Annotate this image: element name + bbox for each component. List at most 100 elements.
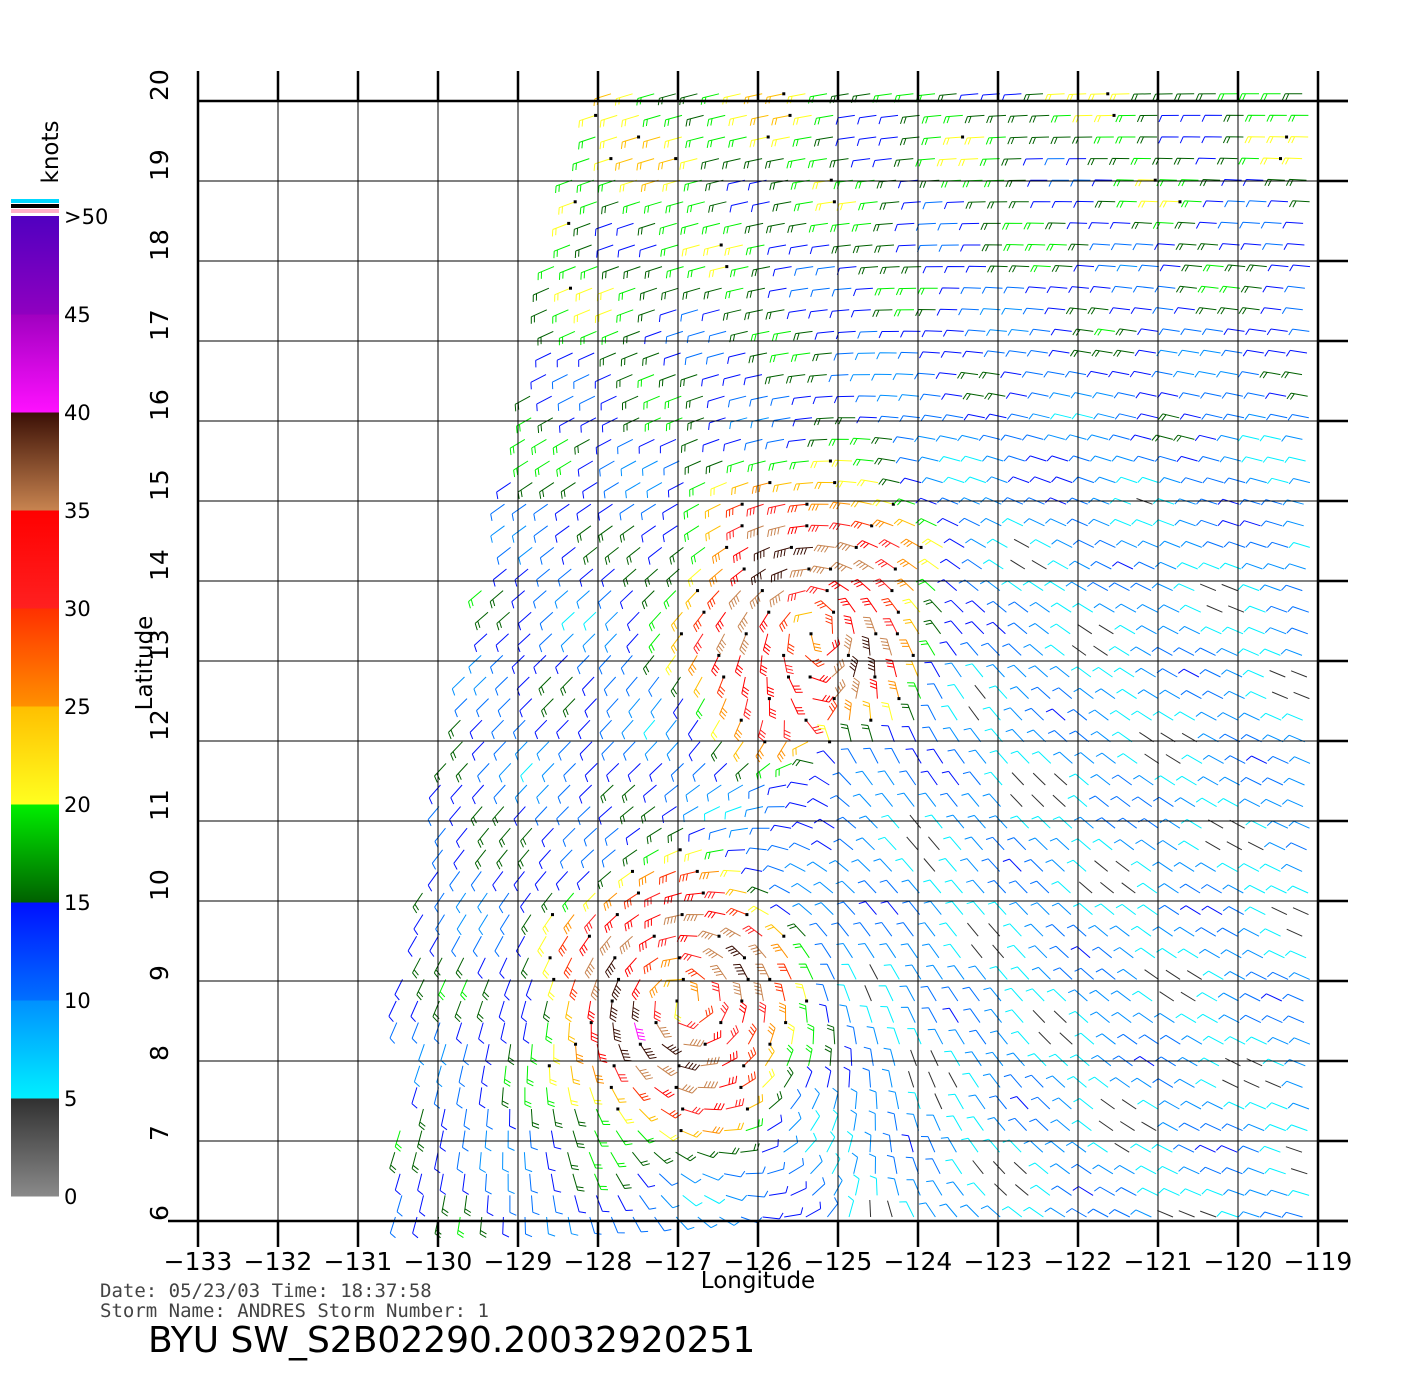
wind-barb [1267, 1036, 1289, 1045]
wind-barb [746, 287, 765, 299]
wind-barb [1130, 646, 1152, 656]
wind-barb [596, 1044, 608, 1063]
wind-barb [961, 793, 980, 807]
wind-barb [573, 222, 591, 237]
wind-barb [1111, 774, 1132, 786]
wind-barb [805, 1044, 813, 1066]
wind-barb [708, 417, 726, 430]
wind-barb [501, 1087, 509, 1109]
wind-barb [529, 1130, 538, 1151]
rain-flag [652, 934, 656, 938]
rain-flag [717, 653, 721, 657]
wind-barb [728, 114, 747, 127]
wind-barb [963, 727, 982, 743]
wind-barb [790, 1181, 807, 1196]
wind-barb [1216, 434, 1238, 442]
wind-barb [831, 244, 851, 254]
wind-barb [1024, 243, 1046, 252]
wind-barb [1132, 1012, 1154, 1024]
wind-barb [746, 525, 764, 539]
wind-barb [946, 814, 965, 829]
wind-barb [1115, 903, 1136, 915]
wind-barb [809, 565, 831, 574]
wind-barb [1111, 731, 1133, 743]
wind-barb [850, 1088, 858, 1110]
wind-barb [1051, 476, 1073, 484]
wind-barb [1216, 371, 1238, 378]
wind-barb [1202, 200, 1224, 208]
wind-barb [704, 910, 726, 919]
rain-flag [896, 610, 900, 614]
wind-barb [641, 525, 656, 543]
x-tick-label: −128 [564, 1247, 633, 1276]
wind-barb [534, 719, 548, 740]
wind-barb [649, 763, 663, 782]
wind-barb [777, 963, 792, 980]
wind-barb [575, 287, 593, 302]
wind-barb [1239, 993, 1261, 1002]
wind-barb [810, 1110, 821, 1131]
wind-barb [764, 158, 784, 169]
wind-barb [1242, 669, 1264, 678]
wind-barb [1088, 709, 1109, 721]
wind-barb [1005, 728, 1025, 743]
wind-barb [767, 1022, 776, 1045]
wind-barb [1109, 307, 1131, 314]
wind-barb [879, 879, 899, 894]
wind-barb [1239, 498, 1261, 506]
wind-barb [844, 699, 852, 721]
wind-barb [1243, 626, 1265, 635]
wind-barb [892, 436, 914, 443]
wind-barb [1067, 989, 1088, 1002]
wind-barb [893, 309, 915, 317]
wind-barb [450, 741, 463, 761]
wind-barb [1116, 817, 1137, 829]
wind-barb [1245, 328, 1267, 336]
wind-barb [787, 525, 807, 535]
wind-barb [640, 503, 656, 521]
wind-barb [962, 392, 984, 401]
rain-flag [722, 675, 726, 679]
wind-barb [664, 395, 682, 410]
wind-barb [449, 806, 461, 827]
wind-barb [942, 414, 964, 421]
wind-barb [1159, 540, 1181, 548]
wind-barb [1066, 518, 1088, 527]
wind-barb [1006, 413, 1029, 420]
wind-barb [1266, 1189, 1288, 1196]
wind-barb [558, 935, 569, 957]
wind-barb [1113, 1164, 1135, 1175]
wind-barb [962, 1072, 979, 1088]
wind-barb [771, 136, 790, 148]
wind-barb [538, 676, 552, 696]
wind-barb [1245, 541, 1267, 548]
x-tick-label: −125 [804, 1247, 873, 1276]
wind-barb [1066, 1076, 1087, 1088]
wind-barb [936, 308, 958, 316]
wind-barb [915, 222, 936, 231]
wind-barb [1281, 584, 1303, 592]
wind-barb [617, 1108, 635, 1124]
wind-barb [852, 244, 873, 254]
wind-barb [808, 503, 829, 511]
wind-barb [1086, 370, 1108, 378]
wind-barb [1088, 518, 1110, 527]
wind-barb [530, 1044, 538, 1065]
wind-barb [500, 1022, 507, 1044]
wind-barb [665, 330, 684, 344]
rain-flag [828, 459, 832, 463]
wind-barb [861, 724, 874, 742]
wind-barb [896, 792, 915, 807]
wind-barb [450, 784, 463, 805]
wind-barb [536, 395, 552, 412]
wind-barb [899, 770, 917, 786]
wind-barb [767, 1162, 786, 1175]
wind-barb [1288, 114, 1309, 122]
wind-barb [1222, 906, 1244, 916]
wind-barb [667, 482, 684, 498]
wind-barb [456, 1087, 463, 1109]
wind-barb [915, 518, 937, 527]
rain-flag [696, 589, 700, 593]
wind-barb [1132, 990, 1153, 1002]
